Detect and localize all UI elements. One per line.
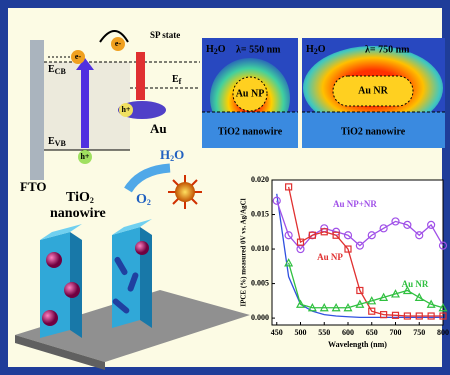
label: Ef — [172, 74, 182, 86]
label: TiO2 nanowire — [218, 126, 283, 137]
x-tick-label: 450 — [271, 328, 283, 337]
y-tick-label: 0.015 — [251, 209, 269, 218]
label: Au — [150, 121, 167, 136]
x-tick-label: 650 — [366, 328, 378, 337]
graphical-abstract: e- e- h+ h+ SP state ECB Ef EVB Au FTO T… — [0, 0, 450, 375]
field-simulations: H2O λ= 550 nm Au NP TiO2 nanowire H2O λ=… — [202, 38, 445, 148]
x-tick-label: 700 — [390, 328, 402, 337]
x-tick-label: 500 — [295, 328, 307, 337]
sp-arrow — [136, 52, 145, 100]
label: e- — [75, 52, 82, 61]
y-tick-label: 0.000 — [251, 313, 269, 322]
x-tick-label: 550 — [318, 328, 330, 337]
au-np — [64, 282, 80, 298]
label: ECB — [48, 64, 66, 76]
series-label: Au NP — [317, 252, 343, 262]
label: O — [318, 44, 326, 55]
label: nanowire — [50, 206, 106, 221]
label: Au NR — [358, 85, 389, 96]
label: O — [174, 147, 184, 162]
x-tick-label: 800 — [437, 328, 449, 337]
label: TiO — [66, 190, 90, 205]
label: O — [136, 192, 147, 207]
label: TiO2 nanowire — [341, 126, 406, 137]
label: h+ — [80, 152, 89, 161]
sun — [175, 182, 195, 202]
y-tick-label: 0.005 — [251, 278, 269, 287]
label: f — [179, 77, 182, 86]
x-tick-label: 750 — [413, 328, 425, 337]
label: H2O — [306, 44, 326, 56]
label: h+ — [121, 105, 130, 114]
au-np — [135, 241, 149, 255]
label: FTO — [20, 179, 47, 194]
label: 2 — [147, 198, 151, 207]
label: λ= 550 nm — [236, 44, 281, 55]
label: EVB — [48, 136, 66, 148]
y-tick-label: 0.010 — [251, 244, 269, 253]
series-label: Au NR — [402, 279, 429, 289]
label: λ= 750 nm — [365, 44, 410, 55]
label: H2O — [206, 44, 226, 56]
label: SP state — [150, 30, 180, 40]
x-tick-label: 600 — [342, 328, 354, 337]
x-axis-label: Wavelength (nm) — [328, 340, 387, 349]
y-tick-label: 0.020 — [251, 175, 269, 184]
fto-electrode — [30, 40, 44, 180]
au-np — [42, 310, 58, 326]
label: 2 — [90, 196, 94, 205]
label: VB — [55, 139, 67, 148]
y-axis-label: IPCE (%) measured 0V vs. Ag/AgCl — [240, 198, 248, 306]
label: Au NP — [236, 88, 265, 99]
label: CB — [55, 67, 67, 76]
excitation-arrow — [81, 68, 89, 148]
au-np — [46, 252, 62, 268]
series-label: Au NP+NR — [333, 199, 377, 209]
label: O — [218, 44, 226, 55]
label: H — [160, 147, 170, 162]
label: e- — [115, 39, 122, 48]
label: TiO2 — [66, 190, 94, 205]
